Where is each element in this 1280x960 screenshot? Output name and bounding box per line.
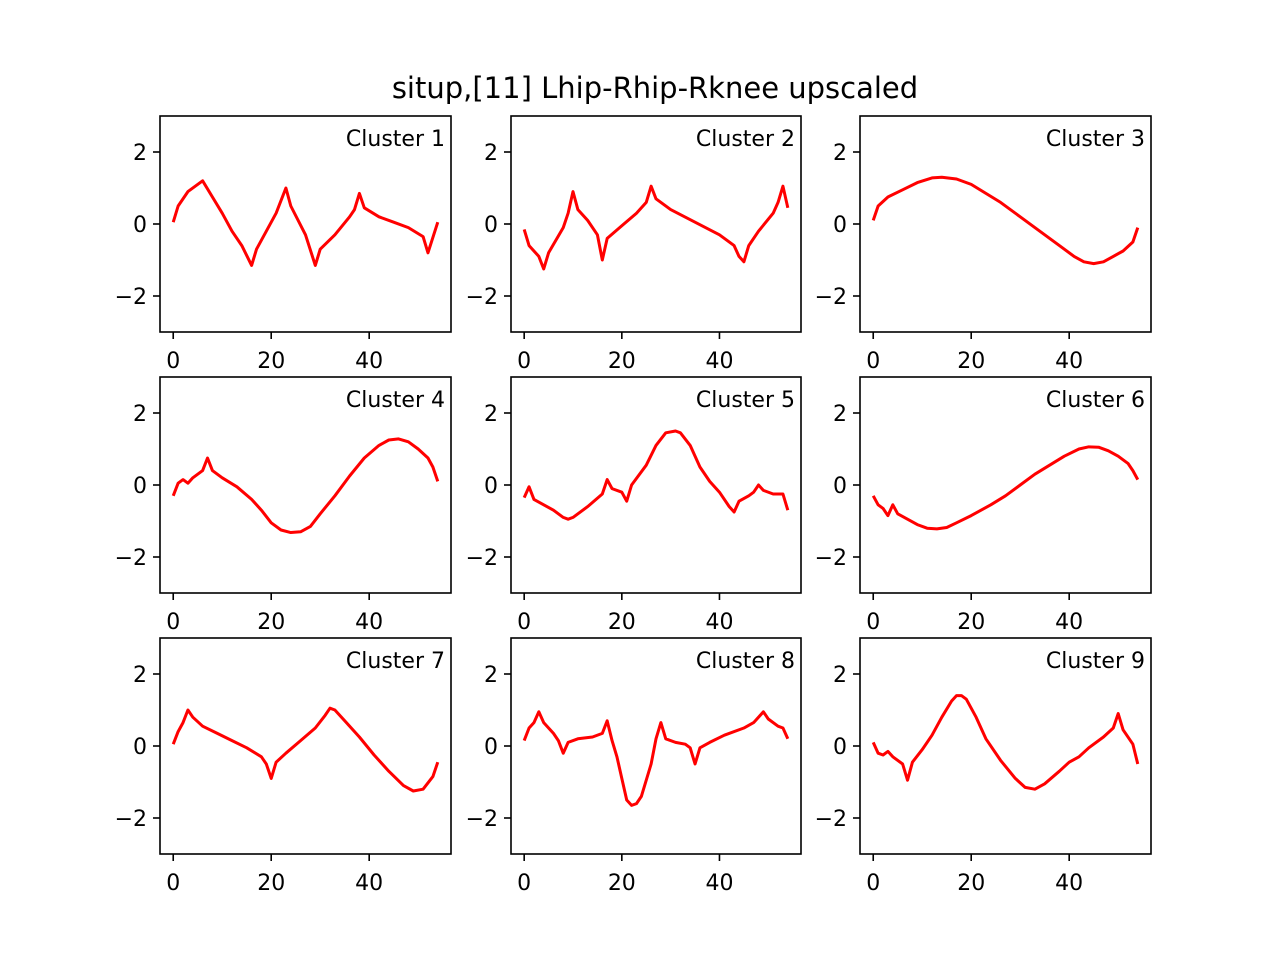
y-tick-label: −2 bbox=[466, 285, 498, 310]
y-tick-label: −2 bbox=[115, 807, 147, 832]
subplot-title: Cluster 7 bbox=[346, 649, 445, 674]
x-tick-label: 20 bbox=[257, 610, 285, 635]
x-tick-label: 20 bbox=[957, 610, 985, 635]
x-tick-label: 40 bbox=[1055, 610, 1083, 635]
x-tick-label: 20 bbox=[257, 349, 285, 374]
y-tick-label: 2 bbox=[484, 141, 498, 166]
x-tick-label: 40 bbox=[355, 610, 383, 635]
data-line bbox=[871, 175, 1140, 266]
subplot-title: Cluster 2 bbox=[696, 127, 795, 152]
x-tick-label: 40 bbox=[355, 871, 383, 896]
subplot-title: Cluster 1 bbox=[346, 127, 445, 152]
data-line bbox=[171, 706, 440, 793]
x-tick-label: 40 bbox=[1055, 349, 1083, 374]
subplot-title: Cluster 8 bbox=[696, 649, 795, 674]
subplot-title: Cluster 3 bbox=[1046, 127, 1145, 152]
x-tick-label: 0 bbox=[166, 610, 180, 635]
y-tick-label: 0 bbox=[833, 213, 847, 238]
y-tick-label: 2 bbox=[833, 141, 847, 166]
y-tick-label: 0 bbox=[133, 735, 147, 760]
figure-title: situp,[11] Lhip-Rhip-Rknee upscaled bbox=[392, 71, 918, 105]
x-tick-label: 0 bbox=[866, 349, 880, 374]
x-tick-label: 20 bbox=[957, 349, 985, 374]
x-tick-label: 0 bbox=[517, 349, 531, 374]
x-tick-label: 0 bbox=[866, 871, 880, 896]
data-line bbox=[522, 184, 790, 271]
data-line bbox=[871, 445, 1140, 531]
y-tick-label: −2 bbox=[115, 285, 147, 310]
y-tick-label: −2 bbox=[815, 546, 847, 571]
x-tick-label: 0 bbox=[166, 871, 180, 896]
x-tick-label: 0 bbox=[866, 610, 880, 635]
subplot-title: Cluster 6 bbox=[1046, 388, 1145, 413]
subplot-title: Cluster 5 bbox=[696, 388, 795, 413]
y-tick-label: 0 bbox=[833, 474, 847, 499]
y-tick-label: 2 bbox=[833, 663, 847, 688]
x-tick-label: 0 bbox=[166, 349, 180, 374]
x-tick-label: 40 bbox=[1055, 871, 1083, 896]
y-tick-label: 2 bbox=[484, 402, 498, 427]
x-tick-label: 40 bbox=[355, 349, 383, 374]
x-tick-label: 0 bbox=[517, 871, 531, 896]
y-tick-label: 2 bbox=[133, 141, 147, 166]
subplot-title: Cluster 9 bbox=[1046, 649, 1145, 674]
y-tick-label: 0 bbox=[484, 474, 498, 499]
y-tick-label: 0 bbox=[133, 213, 147, 238]
data-line bbox=[171, 437, 440, 535]
y-tick-label: −2 bbox=[466, 807, 498, 832]
y-tick-label: 2 bbox=[133, 402, 147, 427]
subplot-title: Cluster 4 bbox=[346, 388, 445, 413]
y-tick-label: 2 bbox=[133, 663, 147, 688]
data-line bbox=[171, 179, 440, 267]
x-tick-label: 40 bbox=[705, 871, 733, 896]
data-line bbox=[522, 429, 790, 521]
x-tick-label: 20 bbox=[608, 610, 636, 635]
y-tick-label: −2 bbox=[466, 546, 498, 571]
y-tick-label: 0 bbox=[833, 735, 847, 760]
y-tick-label: −2 bbox=[815, 807, 847, 832]
data-line bbox=[522, 710, 790, 807]
data-line bbox=[871, 694, 1140, 791]
y-tick-label: 0 bbox=[484, 213, 498, 238]
y-tick-label: −2 bbox=[815, 285, 847, 310]
x-tick-label: 0 bbox=[517, 610, 531, 635]
x-tick-label: 20 bbox=[608, 349, 636, 374]
y-tick-label: 0 bbox=[484, 735, 498, 760]
x-tick-label: 20 bbox=[957, 871, 985, 896]
x-tick-label: 40 bbox=[705, 349, 733, 374]
y-tick-label: 2 bbox=[833, 402, 847, 427]
x-tick-label: 20 bbox=[257, 871, 285, 896]
y-tick-label: −2 bbox=[115, 546, 147, 571]
x-tick-label: 40 bbox=[705, 610, 733, 635]
y-tick-label: 0 bbox=[133, 474, 147, 499]
y-tick-label: 2 bbox=[484, 663, 498, 688]
x-tick-label: 20 bbox=[608, 871, 636, 896]
